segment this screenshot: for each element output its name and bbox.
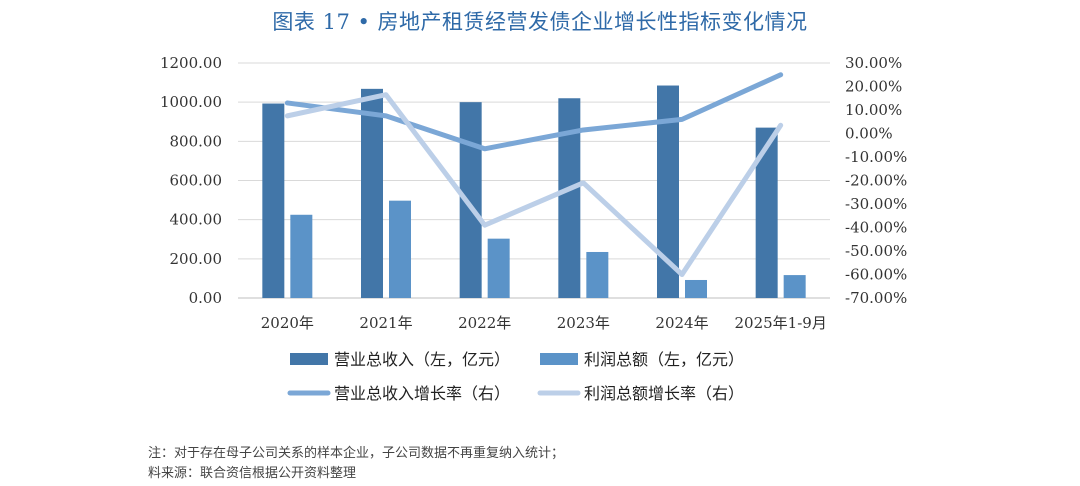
legend-swatch — [540, 353, 578, 365]
y-right-tick-label: -20.00% — [845, 172, 907, 190]
legend: 营业总收入（左，亿元） 利润总额（左，亿元） 营业总收入增长率（右） 利润总额增长率（… — [287, 350, 744, 403]
y-right-tick-label: -10.00% — [845, 148, 907, 166]
legend-label: 营业总收入（左，亿元） — [334, 350, 510, 369]
y-left-tick-label: 600.00 — [170, 172, 223, 190]
y-right-tick-label: -60.00% — [845, 266, 907, 284]
y-right-tick-label: 0.00% — [845, 125, 893, 143]
x-tick-label: 2023年 — [557, 314, 610, 332]
bar — [459, 102, 482, 299]
y-right-tick-label: -40.00% — [845, 219, 907, 237]
chart: 0.00 200.00 400.00 600.00 800.00 1000.00 1200.… — [160, 54, 907, 403]
bar — [657, 85, 679, 298]
y-right-tick-label: 30.00% — [845, 54, 902, 72]
y-left-tick-label: 1200.00 — [160, 54, 222, 72]
bar — [262, 103, 285, 298]
bar — [361, 88, 383, 298]
series-line — [284, 72, 784, 152]
y-left-tick-label: 800.00 — [170, 132, 223, 150]
bar — [755, 127, 778, 298]
y-right-tick-label: -70.00% — [845, 289, 907, 307]
x-tick-label: 2024年 — [655, 314, 708, 332]
legend-label: 利润总额增长率（右） — [584, 384, 744, 403]
y-right-tick-label: -50.00% — [845, 242, 907, 260]
legend-swatch — [290, 353, 328, 365]
bars — [262, 85, 806, 299]
bar — [558, 98, 581, 298]
y-right-tick-label: -30.00% — [845, 195, 907, 213]
x-tick-label: 2021年 — [359, 314, 412, 332]
series-line — [284, 92, 784, 277]
x-tick-label: 2020年 — [261, 314, 314, 332]
bar — [586, 251, 609, 298]
y-left-tick-label: 0.00 — [189, 289, 222, 307]
bar — [487, 238, 510, 298]
axes: 0.00 200.00 400.00 600.00 800.00 1000.00 1200.… — [160, 54, 907, 332]
y-left-tick-label: 1000.00 — [160, 93, 222, 111]
y-left-tick-label: 200.00 — [170, 250, 223, 268]
legend-label: 利润总额（左，亿元） — [584, 350, 744, 369]
y-left-tick-label: 400.00 — [170, 211, 223, 229]
legend-label: 营业总收入增长率（右） — [334, 384, 510, 403]
y-right-tick-label: 10.00% — [845, 101, 902, 119]
footnote: 注：对于存在母子公司关系的样本企业，子公司数据不再重复纳入统计； — [148, 446, 565, 461]
x-tick-label: 2022年 — [458, 314, 511, 332]
bar — [783, 275, 806, 298]
chart-title: 图表 17 • 房地产租赁经营发债企业增长性指标变化情况 — [272, 10, 808, 34]
source-note: 料来源：联合资信根据公开资料整理 — [148, 466, 357, 481]
y-right-tick-label: 20.00% — [845, 78, 902, 96]
bar — [290, 214, 313, 298]
x-tick-label: 2025年1-9月 — [734, 314, 826, 332]
lines — [284, 72, 784, 277]
bar — [685, 279, 707, 298]
bar — [389, 200, 411, 298]
